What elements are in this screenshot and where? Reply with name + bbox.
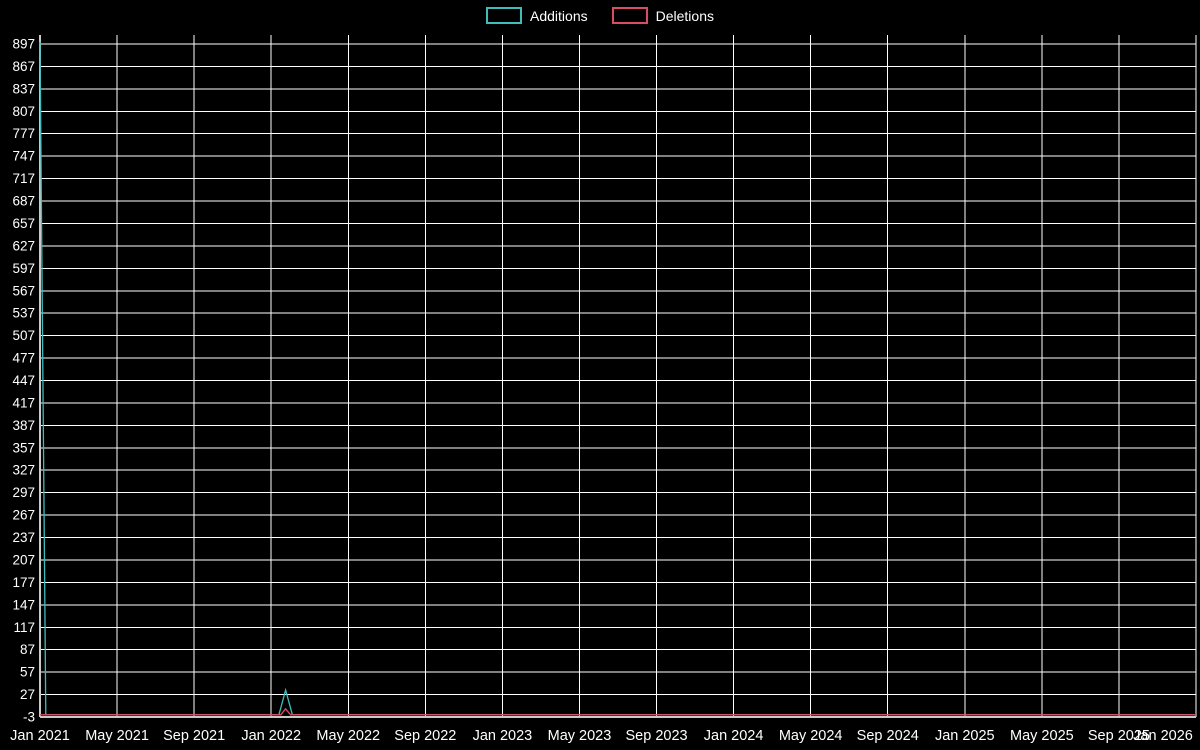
svg-text:717: 717 — [12, 171, 35, 186]
svg-text:447: 447 — [12, 373, 35, 388]
legend-label-deletions: Deletions — [655, 7, 714, 24]
svg-text:-3: -3 — [23, 710, 35, 725]
svg-text:747: 747 — [12, 149, 35, 164]
svg-text:687: 687 — [12, 194, 35, 209]
svg-text:57: 57 — [20, 665, 35, 680]
svg-text:597: 597 — [12, 261, 35, 276]
svg-text:837: 837 — [12, 81, 35, 96]
svg-text:807: 807 — [12, 104, 35, 119]
svg-text:May 2023: May 2023 — [548, 728, 612, 744]
svg-text:207: 207 — [12, 552, 35, 567]
svg-text:657: 657 — [12, 216, 35, 231]
svg-text:537: 537 — [12, 306, 35, 321]
legend-label-additions: Additions — [530, 7, 588, 24]
svg-text:417: 417 — [12, 395, 35, 410]
svg-text:237: 237 — [12, 530, 35, 545]
svg-text:777: 777 — [12, 126, 35, 141]
svg-text:27: 27 — [20, 687, 35, 702]
svg-text:297: 297 — [12, 485, 35, 500]
svg-text:Jan 2023: Jan 2023 — [473, 728, 533, 744]
legend-item-deletions[interactable]: Deletions — [611, 7, 714, 24]
additions-swatch-icon — [486, 7, 523, 24]
svg-text:147: 147 — [12, 597, 35, 612]
svg-text:477: 477 — [12, 351, 35, 366]
svg-text:567: 567 — [12, 283, 35, 298]
svg-text:Sep 2021: Sep 2021 — [163, 728, 225, 744]
svg-text:867: 867 — [12, 59, 35, 74]
svg-text:507: 507 — [12, 328, 35, 343]
svg-text:267: 267 — [12, 508, 35, 523]
svg-text:117: 117 — [13, 620, 35, 635]
svg-text:Jan 2021: Jan 2021 — [10, 728, 70, 744]
chart-legend: Additions Deletions — [0, 7, 1200, 24]
svg-text:327: 327 — [12, 463, 35, 478]
svg-text:387: 387 — [12, 418, 35, 433]
svg-text:Jan 2025: Jan 2025 — [935, 728, 995, 744]
svg-text:May 2022: May 2022 — [316, 728, 380, 744]
svg-text:87: 87 — [20, 642, 35, 657]
svg-text:May 2024: May 2024 — [779, 728, 843, 744]
svg-text:Sep 2022: Sep 2022 — [394, 728, 456, 744]
svg-text:Sep 2025: Sep 2025 — [1088, 728, 1150, 744]
svg-text:Jan 2022: Jan 2022 — [241, 728, 301, 744]
legend-item-additions[interactable]: Additions — [486, 7, 588, 24]
svg-text:357: 357 — [12, 440, 35, 455]
svg-text:Sep 2024: Sep 2024 — [857, 728, 919, 744]
svg-text:Jan 2024: Jan 2024 — [704, 728, 764, 744]
svg-text:May 2025: May 2025 — [1010, 728, 1074, 744]
svg-text:177: 177 — [12, 575, 35, 590]
svg-text:May 2021: May 2021 — [85, 728, 149, 744]
svg-text:Sep 2023: Sep 2023 — [625, 728, 687, 744]
svg-text:897: 897 — [12, 36, 35, 51]
svg-text:Jan 2026: Jan 2026 — [1133, 728, 1193, 744]
deletions-swatch-icon — [611, 7, 648, 24]
svg-text:627: 627 — [12, 238, 35, 253]
